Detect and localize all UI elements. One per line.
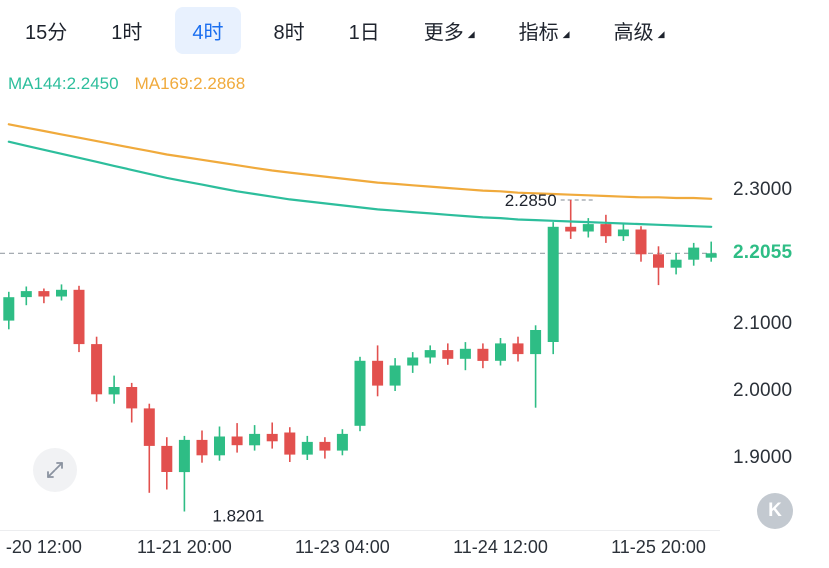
ma144-legend: MA144:2.2450 — [8, 74, 119, 93]
price-tick-label: 2.1000 — [733, 312, 793, 334]
brand-watermark: K — [757, 493, 793, 529]
svg-text:1.8201: 1.8201 — [212, 507, 264, 526]
svg-text:2.2850: 2.2850 — [505, 191, 557, 210]
current-price-label: 2.2055 — [733, 242, 793, 264]
dropdown-caret-icon — [464, 22, 475, 45]
tab-1h[interactable]: 1时 — [100, 7, 153, 54]
indicators-menu-button[interactable]: 指标 — [508, 7, 581, 54]
price-tick-label: 2.0000 — [733, 379, 793, 401]
more-menu-label: 更多 — [423, 21, 464, 44]
time-axis: -20 12:00 11-21 20:00 11-23 04:00 11-24 12:… — [0, 533, 720, 568]
price-tick-label: 2.3000 — [733, 178, 793, 200]
fullscreen-expand-button[interactable] — [33, 448, 77, 492]
price-tick-label: 1.9000 — [733, 446, 793, 468]
ma-legend: MA144:2.2450 MA169:2.2868 — [8, 74, 245, 94]
indicators-menu-label: 指标 — [518, 21, 559, 44]
time-tick-label: 11-24 12:00 — [453, 537, 548, 557]
timeframe-toolbar: 15分 1时 4时 8时 1日 更多 指标 高级 — [0, 0, 829, 60]
advanced-menu-label: 高级 — [613, 21, 654, 44]
more-menu-button[interactable]: 更多 — [413, 7, 486, 54]
tab-4h[interactable]: 4时 — [175, 6, 241, 54]
time-tick-label: -20 12:00 — [5, 537, 82, 557]
tab-1d[interactable]: 1日 — [338, 7, 391, 54]
tab-8h[interactable]: 8时 — [263, 7, 316, 54]
expand-arrows-icon — [47, 462, 63, 478]
price-axis[interactable]: 2.3000 2.1000 2.0000 1.9000 2.2055 — [720, 0, 829, 568]
advanced-menu-button[interactable]: 高级 — [603, 7, 676, 54]
ma169-legend: MA169:2.2868 — [134, 74, 246, 93]
time-tick-label: 11-21 20:00 — [137, 537, 232, 557]
axis-separator-horizontal — [0, 530, 829, 531]
time-tick-label: 11-23 04:00 — [295, 537, 390, 557]
dropdown-caret-icon — [654, 22, 665, 45]
dropdown-caret-icon — [559, 22, 570, 45]
brand-watermark-letter: K — [768, 500, 782, 521]
tab-15min[interactable]: 15分 — [14, 7, 78, 54]
time-tick-label: 11-25 20:00 — [611, 537, 706, 557]
candlestick-chart[interactable]: 2.2850 1.8201 — [0, 60, 720, 530]
